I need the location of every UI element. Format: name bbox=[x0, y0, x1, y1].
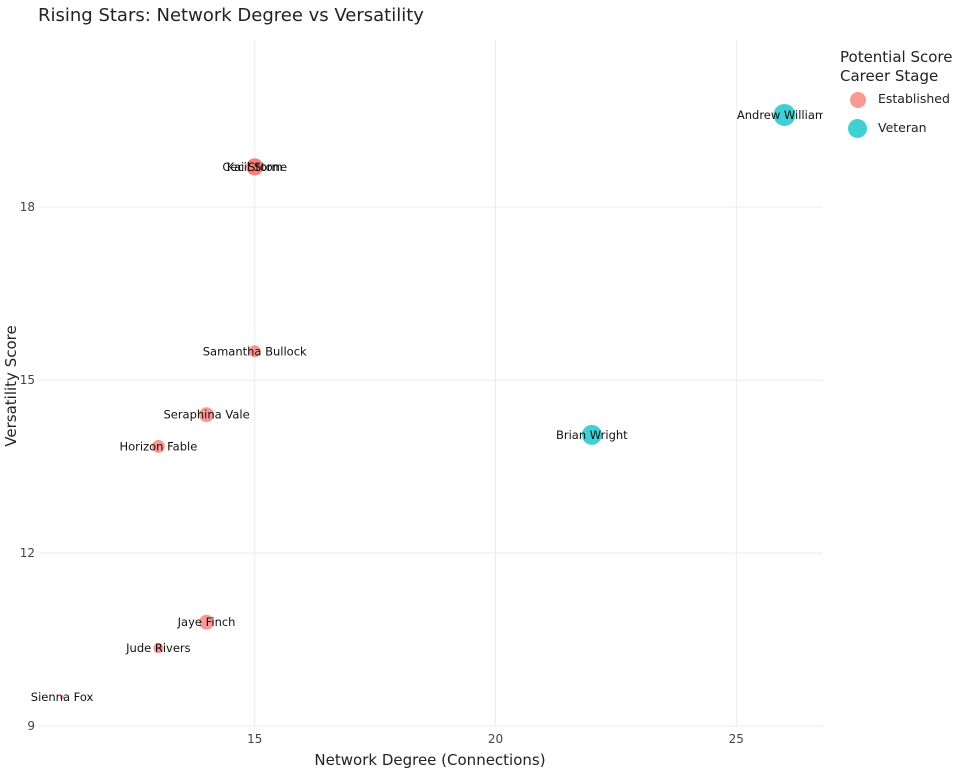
y-tick-label: 12 bbox=[20, 546, 35, 560]
data-point[interactable] bbox=[199, 614, 215, 630]
data-point[interactable] bbox=[246, 158, 264, 176]
data-point[interactable] bbox=[199, 407, 215, 423]
point-label: Seraphina Vale bbox=[163, 408, 249, 422]
point-label: Jaye Finch bbox=[177, 615, 236, 629]
point-label: Brian Wright bbox=[556, 428, 628, 442]
legend-swatch-established bbox=[850, 92, 866, 108]
legend-label-veteran: Veteran bbox=[878, 120, 927, 135]
tick-labels: 15 20 25 9 12 15 18 bbox=[20, 200, 744, 746]
point-label: Andrew Williams bbox=[737, 108, 832, 122]
legend-item-veteran[interactable]: Veteran bbox=[840, 115, 953, 144]
point-label: Jude Rivers bbox=[125, 641, 191, 655]
data-points[interactable] bbox=[60, 103, 796, 700]
point-label: Cecil Stone bbox=[222, 160, 287, 174]
point-label: Samantha Bullock bbox=[203, 344, 307, 358]
data-point[interactable] bbox=[153, 643, 164, 654]
data-point[interactable] bbox=[60, 695, 65, 700]
y-axis-title: Versatility Score bbox=[2, 325, 20, 446]
legend-swatch-veteran bbox=[848, 119, 867, 138]
legend-title-line-1: Potential Score bbox=[840, 48, 953, 66]
data-point[interactable] bbox=[151, 439, 165, 453]
data-point[interactable] bbox=[248, 345, 261, 358]
point-label: Kai Storm bbox=[227, 160, 283, 174]
legend: Potential Score Career Stage Established… bbox=[840, 48, 953, 144]
data-point[interactable] bbox=[773, 103, 796, 126]
y-tick-label: 18 bbox=[20, 200, 35, 214]
chart-title: Rising Stars: Network Degree vs Versatil… bbox=[38, 5, 424, 26]
x-axis-title: Network Degree (Connections) bbox=[314, 751, 545, 768]
legend-title-line-2: Career Stage bbox=[840, 67, 939, 85]
grid-lines bbox=[38, 40, 823, 727]
x-tick-label: 15 bbox=[247, 732, 262, 746]
x-tick-label: 25 bbox=[729, 732, 744, 746]
point-label: Sienna Fox bbox=[31, 690, 94, 704]
data-point[interactable] bbox=[581, 424, 602, 445]
x-tick-label: 20 bbox=[488, 732, 503, 746]
y-tick-label: 9 bbox=[27, 719, 35, 733]
point-label: Horizon Fable bbox=[119, 439, 197, 453]
y-tick-label: 15 bbox=[20, 373, 35, 387]
legend-label-established: Established bbox=[878, 91, 950, 106]
legend-item-established[interactable]: Established bbox=[840, 86, 953, 115]
